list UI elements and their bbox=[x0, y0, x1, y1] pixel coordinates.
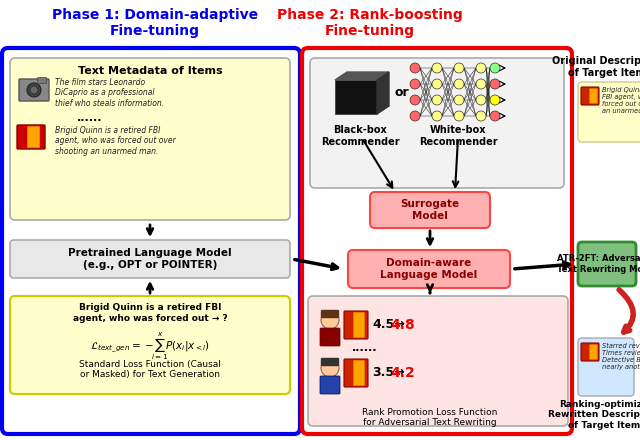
FancyBboxPatch shape bbox=[310, 58, 564, 188]
Text: Surrogate
Model: Surrogate Model bbox=[401, 199, 460, 221]
Text: Phase 2: Rank-boosting
Fine-tuning: Phase 2: Rank-boosting Fine-tuning bbox=[277, 8, 463, 38]
FancyBboxPatch shape bbox=[344, 311, 368, 339]
FancyBboxPatch shape bbox=[10, 240, 290, 278]
Text: Phase 1: Domain-adaptive
Fine-tuning: Phase 1: Domain-adaptive Fine-tuning bbox=[52, 8, 258, 38]
Circle shape bbox=[490, 63, 500, 73]
FancyBboxPatch shape bbox=[321, 310, 339, 318]
FancyBboxPatch shape bbox=[578, 338, 634, 396]
Text: ......: ...... bbox=[352, 343, 378, 353]
Circle shape bbox=[432, 63, 442, 73]
FancyBboxPatch shape bbox=[578, 82, 640, 142]
Text: 4.5→: 4.5→ bbox=[372, 319, 404, 331]
FancyBboxPatch shape bbox=[353, 312, 365, 337]
Text: agent, who was forced out → ?: agent, who was forced out → ? bbox=[72, 314, 227, 323]
Text: Brigid Quinn is a retired
FBI agent, who was
forced out over shooting
an unarmed: Brigid Quinn is a retired FBI agent, who… bbox=[602, 87, 640, 114]
Circle shape bbox=[454, 95, 464, 105]
FancyBboxPatch shape bbox=[17, 125, 45, 149]
FancyBboxPatch shape bbox=[2, 48, 300, 434]
Polygon shape bbox=[377, 72, 389, 114]
FancyBboxPatch shape bbox=[308, 296, 568, 426]
Circle shape bbox=[432, 79, 442, 89]
Text: White-box
Recommender: White-box Recommender bbox=[419, 125, 497, 147]
Circle shape bbox=[476, 95, 486, 105]
Circle shape bbox=[476, 111, 486, 121]
FancyBboxPatch shape bbox=[28, 126, 40, 147]
Polygon shape bbox=[335, 72, 389, 80]
FancyBboxPatch shape bbox=[335, 80, 377, 114]
Text: $\mathcal{L}_{text\_gen}=-\!\!\sum_{i=1}^{x}\!P(x_i|x_{<i})$: $\mathcal{L}_{text\_gen}=-\!\!\sum_{i=1}… bbox=[90, 330, 210, 362]
Circle shape bbox=[410, 63, 420, 73]
Circle shape bbox=[410, 111, 420, 121]
Circle shape bbox=[490, 95, 500, 105]
FancyBboxPatch shape bbox=[320, 328, 340, 346]
Text: 4.2: 4.2 bbox=[390, 366, 415, 380]
Text: 3.5→: 3.5→ bbox=[372, 367, 404, 379]
FancyBboxPatch shape bbox=[320, 376, 340, 394]
Text: ATR-2FT: Adversarial
Text Rewriting Model: ATR-2FT: Adversarial Text Rewriting Mode… bbox=[557, 254, 640, 274]
Text: Rank Promotion Loss Function
for Adversarial Text Rewriting: Rank Promotion Loss Function for Adversa… bbox=[362, 408, 498, 427]
Circle shape bbox=[410, 95, 420, 105]
FancyBboxPatch shape bbox=[589, 89, 597, 103]
Circle shape bbox=[30, 86, 38, 94]
FancyBboxPatch shape bbox=[19, 79, 49, 101]
Circle shape bbox=[476, 79, 486, 89]
Circle shape bbox=[490, 111, 500, 121]
Text: Standard Loss Function (Causal
or Masked) for Text Generation: Standard Loss Function (Causal or Masked… bbox=[79, 360, 221, 379]
FancyBboxPatch shape bbox=[353, 360, 365, 385]
Circle shape bbox=[454, 79, 464, 89]
Text: Brigid Quinn is a retired FBI
agent, who was forced out over
shooting an unarmed: Brigid Quinn is a retired FBI agent, who… bbox=[55, 126, 176, 156]
FancyBboxPatch shape bbox=[302, 48, 572, 434]
Circle shape bbox=[476, 63, 486, 73]
FancyBboxPatch shape bbox=[581, 87, 599, 105]
Text: Black-box
Recommender: Black-box Recommender bbox=[321, 125, 399, 147]
Text: ......: ...... bbox=[77, 113, 103, 123]
Circle shape bbox=[432, 95, 442, 105]
FancyBboxPatch shape bbox=[578, 242, 636, 286]
Circle shape bbox=[27, 83, 41, 97]
Text: Ranking-optimized
Rewritten Descriptions
of Target Items: Ranking-optimized Rewritten Descriptions… bbox=[548, 400, 640, 430]
Circle shape bbox=[410, 79, 420, 89]
FancyBboxPatch shape bbox=[589, 345, 597, 359]
Text: The film stars Leonardo
DiCaprio as a professional
thief who steals information.: The film stars Leonardo DiCaprio as a pr… bbox=[55, 78, 164, 108]
FancyBboxPatch shape bbox=[38, 77, 47, 84]
Circle shape bbox=[321, 311, 339, 329]
Text: Starred review New York
Times review on
Detective Brigid discovers
nearly anothe: Starred review New York Times review on … bbox=[602, 343, 640, 370]
Text: Text Metadata of Items: Text Metadata of Items bbox=[77, 66, 222, 76]
Text: Original Descriptions
of Target Items: Original Descriptions of Target Items bbox=[552, 56, 640, 77]
FancyBboxPatch shape bbox=[344, 359, 368, 387]
Text: Brigid Quinn is a retired FBI: Brigid Quinn is a retired FBI bbox=[79, 303, 221, 312]
Circle shape bbox=[432, 111, 442, 121]
Circle shape bbox=[490, 79, 500, 89]
Circle shape bbox=[454, 111, 464, 121]
FancyBboxPatch shape bbox=[581, 343, 599, 361]
Text: Domain-aware
Language Model: Domain-aware Language Model bbox=[380, 258, 477, 280]
FancyBboxPatch shape bbox=[10, 58, 290, 220]
Circle shape bbox=[454, 63, 464, 73]
Text: 4.8: 4.8 bbox=[390, 318, 415, 332]
Text: Pretrained Language Model
(e.g., OPT or POINTER): Pretrained Language Model (e.g., OPT or … bbox=[68, 248, 232, 270]
FancyBboxPatch shape bbox=[370, 192, 490, 228]
FancyBboxPatch shape bbox=[321, 358, 339, 366]
FancyBboxPatch shape bbox=[348, 250, 510, 288]
Circle shape bbox=[321, 359, 339, 377]
FancyBboxPatch shape bbox=[10, 296, 290, 394]
Text: or: or bbox=[395, 85, 410, 99]
